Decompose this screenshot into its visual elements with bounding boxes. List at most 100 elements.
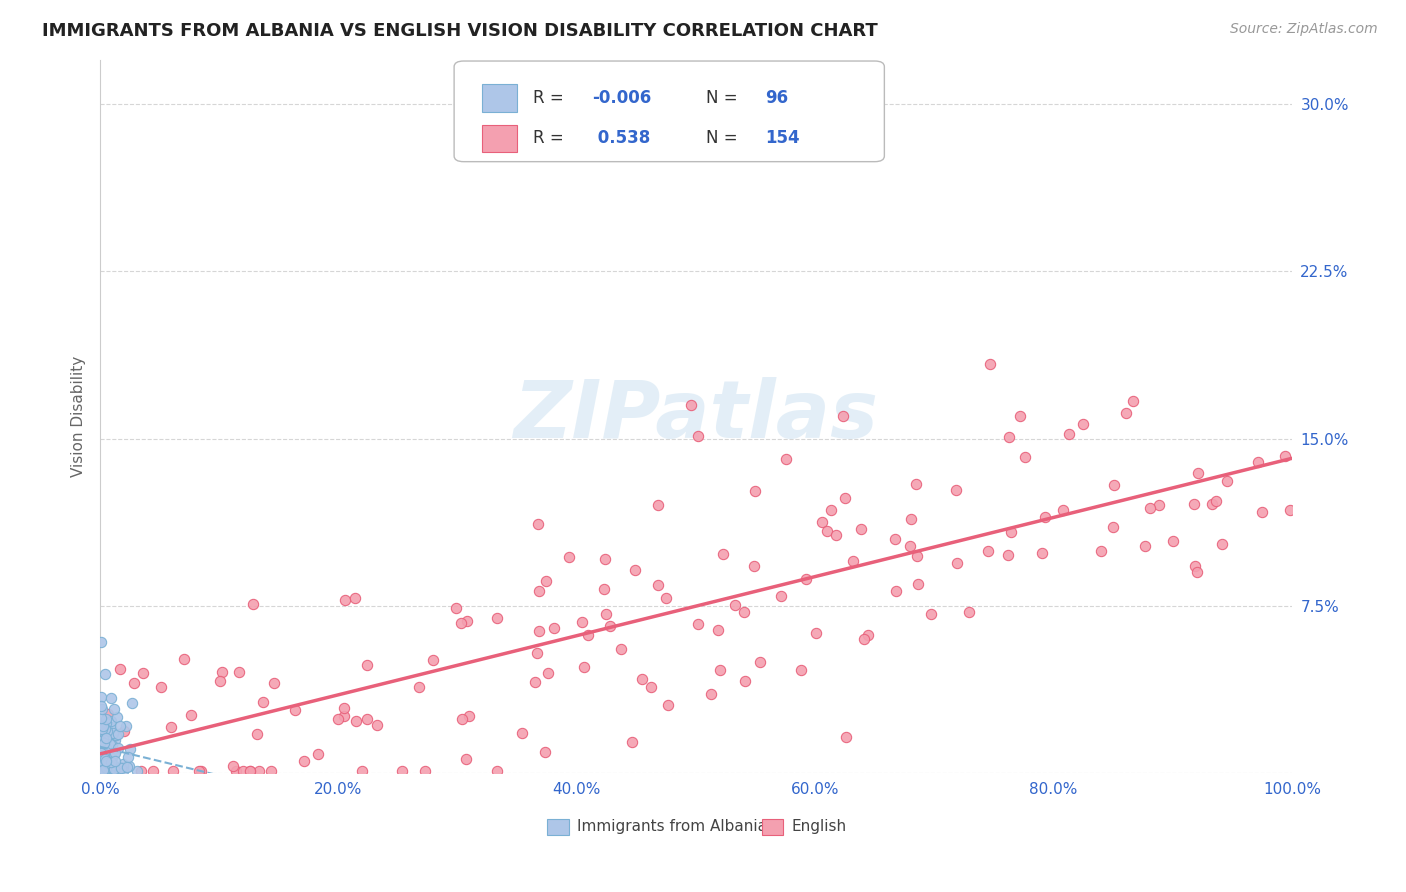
Point xyxy=(93,764,115,778)
Point xyxy=(110,663,132,677)
Point xyxy=(391,764,413,778)
Point xyxy=(558,550,581,565)
Point xyxy=(91,746,114,760)
Point xyxy=(90,699,112,714)
Point xyxy=(898,539,921,553)
Point xyxy=(1274,449,1296,463)
Point xyxy=(945,483,967,497)
Point xyxy=(252,695,274,709)
Point xyxy=(90,734,112,748)
Point xyxy=(263,675,285,690)
Text: R =: R = xyxy=(533,129,564,147)
Point xyxy=(621,735,644,749)
Point xyxy=(94,757,117,772)
Text: 0.538: 0.538 xyxy=(592,129,651,147)
Point xyxy=(769,589,792,603)
Point xyxy=(900,511,922,525)
Point xyxy=(413,764,436,778)
Point xyxy=(159,720,181,734)
Point xyxy=(842,554,865,568)
Point xyxy=(97,763,120,777)
Point xyxy=(91,722,114,736)
Point xyxy=(1216,474,1239,488)
Point xyxy=(94,731,117,745)
Point xyxy=(173,651,195,665)
Point xyxy=(593,582,616,597)
Text: Immigrants from Albania: Immigrants from Albania xyxy=(576,820,766,834)
Point xyxy=(408,680,430,694)
Point xyxy=(96,723,118,738)
Point xyxy=(711,547,734,561)
Point xyxy=(450,712,472,726)
Point xyxy=(749,655,772,669)
Point xyxy=(103,732,125,747)
Point xyxy=(686,617,709,632)
Point xyxy=(1010,409,1032,423)
Point xyxy=(1246,455,1268,469)
Point xyxy=(103,702,125,716)
Point xyxy=(91,764,114,778)
Point xyxy=(96,713,118,727)
Point xyxy=(456,615,478,629)
Point xyxy=(679,398,702,412)
Point xyxy=(104,754,127,768)
Point xyxy=(523,675,546,690)
Point xyxy=(124,676,146,690)
Point xyxy=(222,759,245,773)
Point xyxy=(529,624,551,638)
Point xyxy=(94,741,117,756)
Point xyxy=(1057,426,1080,441)
Point xyxy=(93,749,115,764)
Point xyxy=(571,615,593,629)
Point xyxy=(228,665,250,679)
Point xyxy=(1115,405,1137,419)
Point xyxy=(121,697,143,711)
Point xyxy=(150,680,173,694)
Point xyxy=(93,667,115,681)
Point xyxy=(104,728,127,742)
Point xyxy=(225,764,247,778)
Point xyxy=(90,755,112,769)
Text: 96: 96 xyxy=(765,89,789,107)
Point xyxy=(142,764,165,778)
Point xyxy=(422,653,444,667)
Point xyxy=(90,711,112,725)
Point xyxy=(96,755,118,769)
Point xyxy=(456,752,478,766)
Point xyxy=(111,759,134,773)
Point xyxy=(806,625,828,640)
Point xyxy=(246,727,269,741)
Point xyxy=(834,730,856,744)
Point xyxy=(333,700,356,714)
Point xyxy=(180,708,202,723)
Point xyxy=(709,663,731,677)
Point xyxy=(1187,466,1209,480)
Point xyxy=(1182,497,1205,511)
Point xyxy=(834,491,856,505)
Text: N =: N = xyxy=(706,129,737,147)
Point xyxy=(129,764,152,778)
Point xyxy=(699,687,721,701)
Point xyxy=(118,742,141,756)
Point xyxy=(647,498,669,512)
FancyBboxPatch shape xyxy=(762,819,783,835)
Point xyxy=(655,591,678,606)
Point xyxy=(512,726,534,740)
Point xyxy=(93,764,115,778)
Point xyxy=(94,764,117,778)
Point xyxy=(1133,539,1156,553)
Point xyxy=(457,709,479,723)
Point xyxy=(96,761,118,775)
Point xyxy=(1184,558,1206,573)
Point xyxy=(595,607,617,621)
Point xyxy=(97,706,120,721)
Point xyxy=(190,764,212,778)
Point xyxy=(97,750,120,764)
Point xyxy=(94,764,117,778)
Point xyxy=(599,619,621,633)
Point xyxy=(103,762,125,776)
Point xyxy=(446,600,468,615)
Point xyxy=(114,719,136,733)
Point xyxy=(90,723,112,738)
Point xyxy=(706,623,728,637)
